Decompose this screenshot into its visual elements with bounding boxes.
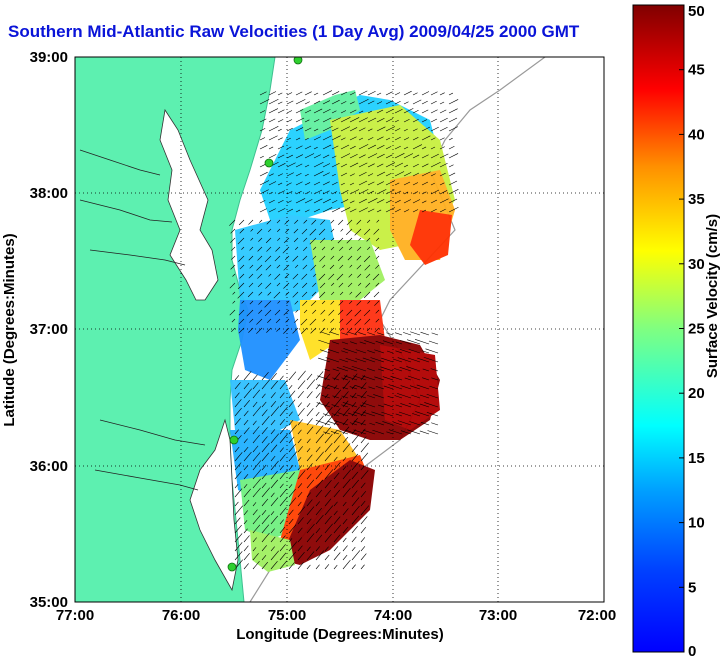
colorbar-ticks: 0 5 10 15 20 25 30 35 40 45 50 <box>679 3 705 659</box>
grid-lines <box>75 57 604 602</box>
map-title: Southern Mid-Atlantic Raw Velocities (1 … <box>8 22 580 41</box>
radar-station-marker <box>229 435 239 445</box>
y-axis-label: Latitude (Degrees:Minutes) <box>1 233 18 426</box>
colorbar-label: Surface Velocity (cm/s) <box>704 214 721 378</box>
y-tick-label: 38:00 <box>30 185 68 202</box>
pamlico-sound <box>189 418 239 592</box>
colorbar-tick-label: 25 <box>688 321 705 338</box>
colorbar-tick-label: 10 <box>688 515 705 532</box>
radar-station-marker <box>227 562 237 572</box>
colorbar-tick-label: 5 <box>688 579 696 596</box>
y-axis-ticks: 39:00 38:00 37:00 36:00 35:00 <box>30 49 68 611</box>
radar-station-marker <box>293 57 303 65</box>
x-tick-label: 74:00 <box>374 607 412 624</box>
y-tick-label: 39:00 <box>30 49 68 66</box>
y-tick-label: 37:00 <box>30 321 68 338</box>
x-tick-label: 77:00 <box>56 607 94 624</box>
colorbar-tick-label: 15 <box>688 450 705 467</box>
x-tick-label: 75:00 <box>268 607 306 624</box>
river-lines <box>79 149 206 491</box>
colorbar-tick-label: 20 <box>688 385 705 402</box>
radar-stations <box>227 57 303 572</box>
y-tick-label: 35:00 <box>30 594 68 611</box>
radar-station-marker <box>264 158 274 168</box>
colorbar-tick-label: 50 <box>688 3 705 20</box>
y-tick-label: 36:00 <box>30 458 68 475</box>
x-tick-label: 72:00 <box>578 607 616 624</box>
colorbar-tick-label: 40 <box>688 126 705 143</box>
chesapeake-bay <box>159 108 219 301</box>
x-tick-label: 73:00 <box>479 607 517 624</box>
colorbar-tick-label: 35 <box>688 191 705 208</box>
velocity-vectors <box>229 90 459 570</box>
x-axis-label: Longitude (Degrees:Minutes) <box>236 626 444 643</box>
colorbar-tick-label: 0 <box>688 643 696 659</box>
x-axis-ticks: 77:00 76:00 75:00 74:00 73:00 72:00 <box>56 607 616 624</box>
colorbar-tick-label: 45 <box>688 62 705 79</box>
colorbar <box>632 4 685 653</box>
x-tick-label: 76:00 <box>162 607 200 624</box>
colorbar-tick-label: 30 <box>688 256 705 273</box>
